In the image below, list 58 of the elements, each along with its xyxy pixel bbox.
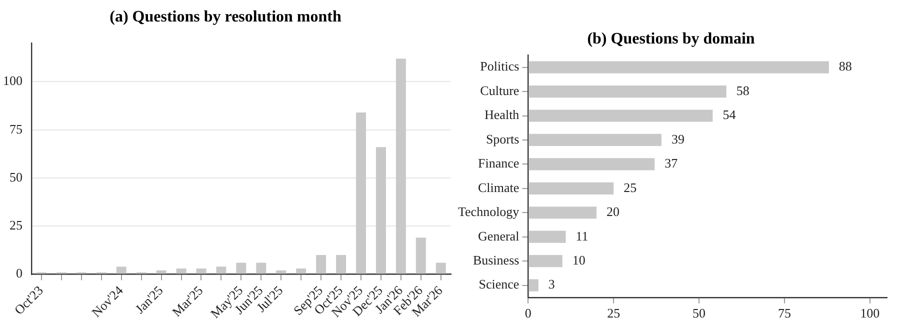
y-tick-label: 100 [3, 73, 22, 88]
bar [436, 262, 446, 274]
y-tick-label: Health [484, 107, 520, 122]
y-tick-label: Culture [480, 82, 520, 98]
x-tick-label: 0 [524, 306, 532, 321]
y-tick-label: Politics [480, 58, 520, 74]
x-tick-label: 50 [692, 306, 706, 321]
bar [528, 134, 662, 146]
bar [528, 85, 726, 98]
bar [528, 61, 829, 74]
chart-title: (b) Questions by domain [587, 30, 755, 48]
bar [236, 262, 246, 274]
y-tick-label: Sports [486, 131, 520, 146]
bar [528, 230, 566, 243]
bar [528, 206, 597, 219]
bar [216, 266, 226, 274]
bar [296, 268, 306, 274]
data-label: 58 [736, 82, 750, 98]
y-tick-label: Business [472, 252, 520, 268]
data-label: 20 [606, 204, 620, 220]
bar [256, 262, 266, 274]
bar [356, 112, 366, 274]
chart-title: (a) Questions by resolution month [110, 8, 342, 26]
x-tick-label: 75 [778, 306, 791, 321]
data-label: 11 [576, 228, 588, 244]
y-tick-label: 75 [10, 121, 22, 136]
data-label: 39 [671, 131, 684, 146]
y-tick-label: 25 [10, 218, 22, 233]
bar [376, 147, 386, 274]
x-tick-label: 100 [860, 306, 880, 321]
y-tick-label: 0 [16, 266, 22, 281]
bar [528, 279, 538, 292]
y-tick-label: Climate [478, 180, 520, 195]
bar [316, 255, 326, 274]
bar [528, 158, 655, 170]
y-tick-label: Technology [458, 204, 520, 220]
bar [276, 270, 286, 274]
y-tick-label: General [478, 228, 520, 244]
bar [528, 255, 562, 268]
data-label: 25 [624, 180, 637, 195]
bar [336, 255, 346, 274]
data-label: 54 [722, 107, 736, 122]
data-label: 37 [664, 156, 678, 171]
y-tick-label: Finance [478, 156, 520, 171]
bar [176, 268, 186, 274]
bar [528, 110, 713, 122]
bar [196, 268, 206, 274]
y-tick-label: Science [478, 276, 520, 292]
data-label: 10 [572, 252, 586, 268]
data-label: 3 [548, 276, 555, 292]
bar [396, 58, 406, 274]
bar [416, 238, 426, 274]
bar [156, 270, 166, 274]
bar [116, 266, 126, 274]
y-tick-label: 50 [10, 169, 22, 184]
data-label: 88 [838, 58, 852, 74]
x-tick-label: 25 [607, 306, 620, 321]
bar [528, 182, 614, 194]
